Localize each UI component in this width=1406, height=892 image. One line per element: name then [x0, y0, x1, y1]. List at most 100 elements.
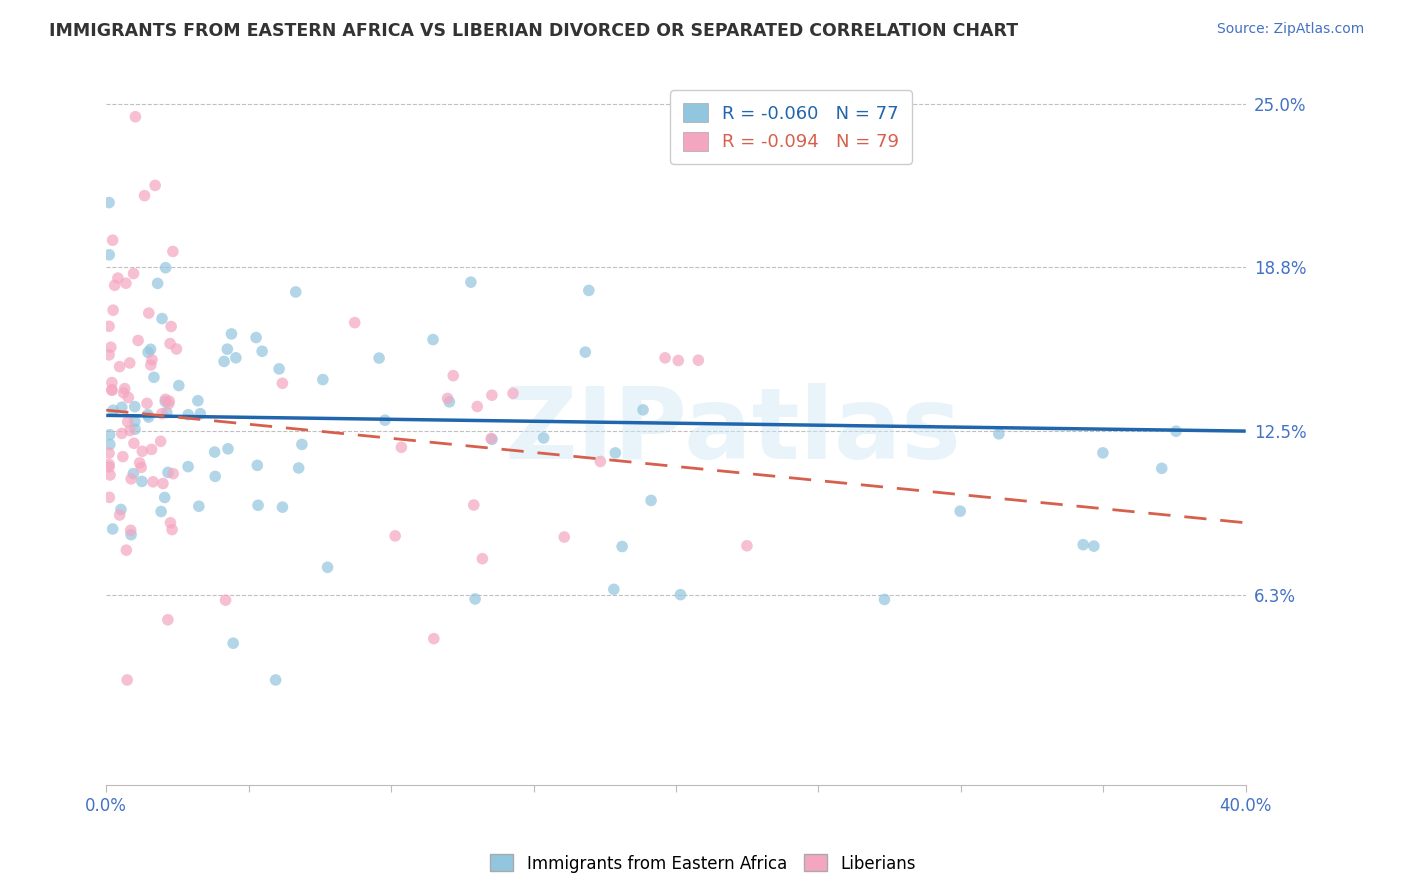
- Point: [271, 500, 294, 515]
- Point: [120, 527, 142, 541]
- Point: [124, 414, 146, 428]
- Point: [464, 591, 486, 606]
- Point: [631, 402, 654, 417]
- Point: [463, 498, 485, 512]
- Point: [669, 588, 692, 602]
- Point: [187, 500, 209, 514]
- Point: [107, 271, 129, 285]
- Point: [136, 345, 159, 359]
- Point: [101, 522, 124, 536]
- Point: [155, 392, 177, 407]
- Point: [343, 316, 366, 330]
- Point: [221, 326, 243, 341]
- Point: [264, 673, 287, 687]
- Point: [124, 422, 146, 436]
- Point: [122, 436, 145, 450]
- Point: [162, 244, 184, 259]
- Point: [117, 391, 139, 405]
- Point: [98, 491, 121, 505]
- Point: [246, 458, 269, 473]
- Point: [553, 530, 575, 544]
- Point: [98, 319, 121, 334]
- Point: [101, 303, 124, 318]
- Point: [217, 342, 239, 356]
- Point: [157, 397, 180, 411]
- Point: [138, 306, 160, 320]
- Point: [134, 188, 156, 202]
- Point: [214, 593, 236, 607]
- Point: [117, 415, 139, 429]
- Point: [98, 468, 121, 483]
- Point: [247, 498, 270, 512]
- Point: [160, 319, 183, 334]
- Point: [605, 446, 627, 460]
- Point: [222, 636, 245, 650]
- Point: [110, 502, 132, 516]
- Point: [128, 456, 150, 470]
- Point: [156, 466, 179, 480]
- Point: [120, 523, 142, 537]
- Point: [111, 426, 134, 441]
- Point: [436, 392, 458, 406]
- Point: [873, 592, 896, 607]
- Point: [124, 400, 146, 414]
- Legend: R = -0.060   N = 77, R = -0.094   N = 79: R = -0.060 N = 77, R = -0.094 N = 79: [669, 90, 912, 164]
- Point: [98, 248, 121, 262]
- Point: [115, 543, 138, 558]
- Point: [374, 413, 396, 427]
- Point: [271, 376, 294, 391]
- Point: [98, 348, 121, 362]
- Point: [250, 344, 273, 359]
- Point: [149, 434, 172, 449]
- Point: [481, 388, 503, 402]
- Point: [368, 351, 391, 365]
- Point: [212, 354, 235, 368]
- Point: [156, 613, 179, 627]
- Point: [640, 493, 662, 508]
- Point: [129, 460, 152, 475]
- Point: [127, 334, 149, 348]
- Point: [98, 195, 121, 210]
- Point: [146, 277, 169, 291]
- Point: [152, 476, 174, 491]
- Point: [118, 424, 141, 438]
- Point: [574, 345, 596, 359]
- Point: [1091, 446, 1114, 460]
- Point: [439, 394, 461, 409]
- Point: [131, 444, 153, 458]
- Point: [141, 442, 163, 457]
- Point: [124, 110, 146, 124]
- Legend: Immigrants from Eastern Africa, Liberians: Immigrants from Eastern Africa, Liberian…: [484, 847, 922, 880]
- Text: ZIPatlas: ZIPatlas: [505, 383, 962, 480]
- Point: [578, 284, 600, 298]
- Point: [155, 394, 177, 409]
- Point: [423, 632, 446, 646]
- Point: [98, 437, 121, 451]
- Point: [155, 260, 177, 275]
- Point: [115, 673, 138, 687]
- Point: [384, 529, 406, 543]
- Point: [316, 560, 339, 574]
- Point: [157, 394, 180, 409]
- Point: [389, 440, 412, 454]
- Point: [108, 508, 131, 522]
- Point: [118, 356, 141, 370]
- Point: [98, 446, 121, 460]
- Point: [150, 311, 173, 326]
- Point: [131, 475, 153, 489]
- Point: [654, 351, 676, 365]
- Text: Source: ZipAtlas.com: Source: ZipAtlas.com: [1216, 22, 1364, 37]
- Point: [481, 433, 503, 447]
- Point: [143, 370, 166, 384]
- Point: [115, 277, 138, 291]
- Point: [284, 285, 307, 299]
- Text: IMMIGRANTS FROM EASTERN AFRICA VS LIBERIAN DIVORCED OR SEPARATED CORRELATION CHA: IMMIGRANTS FROM EASTERN AFRICA VS LIBERI…: [49, 22, 1018, 40]
- Point: [1071, 538, 1094, 552]
- Point: [1083, 539, 1105, 553]
- Point: [136, 396, 159, 410]
- Point: [101, 233, 124, 247]
- Point: [120, 472, 142, 486]
- Point: [987, 426, 1010, 441]
- Point: [98, 459, 121, 474]
- Point: [100, 340, 122, 354]
